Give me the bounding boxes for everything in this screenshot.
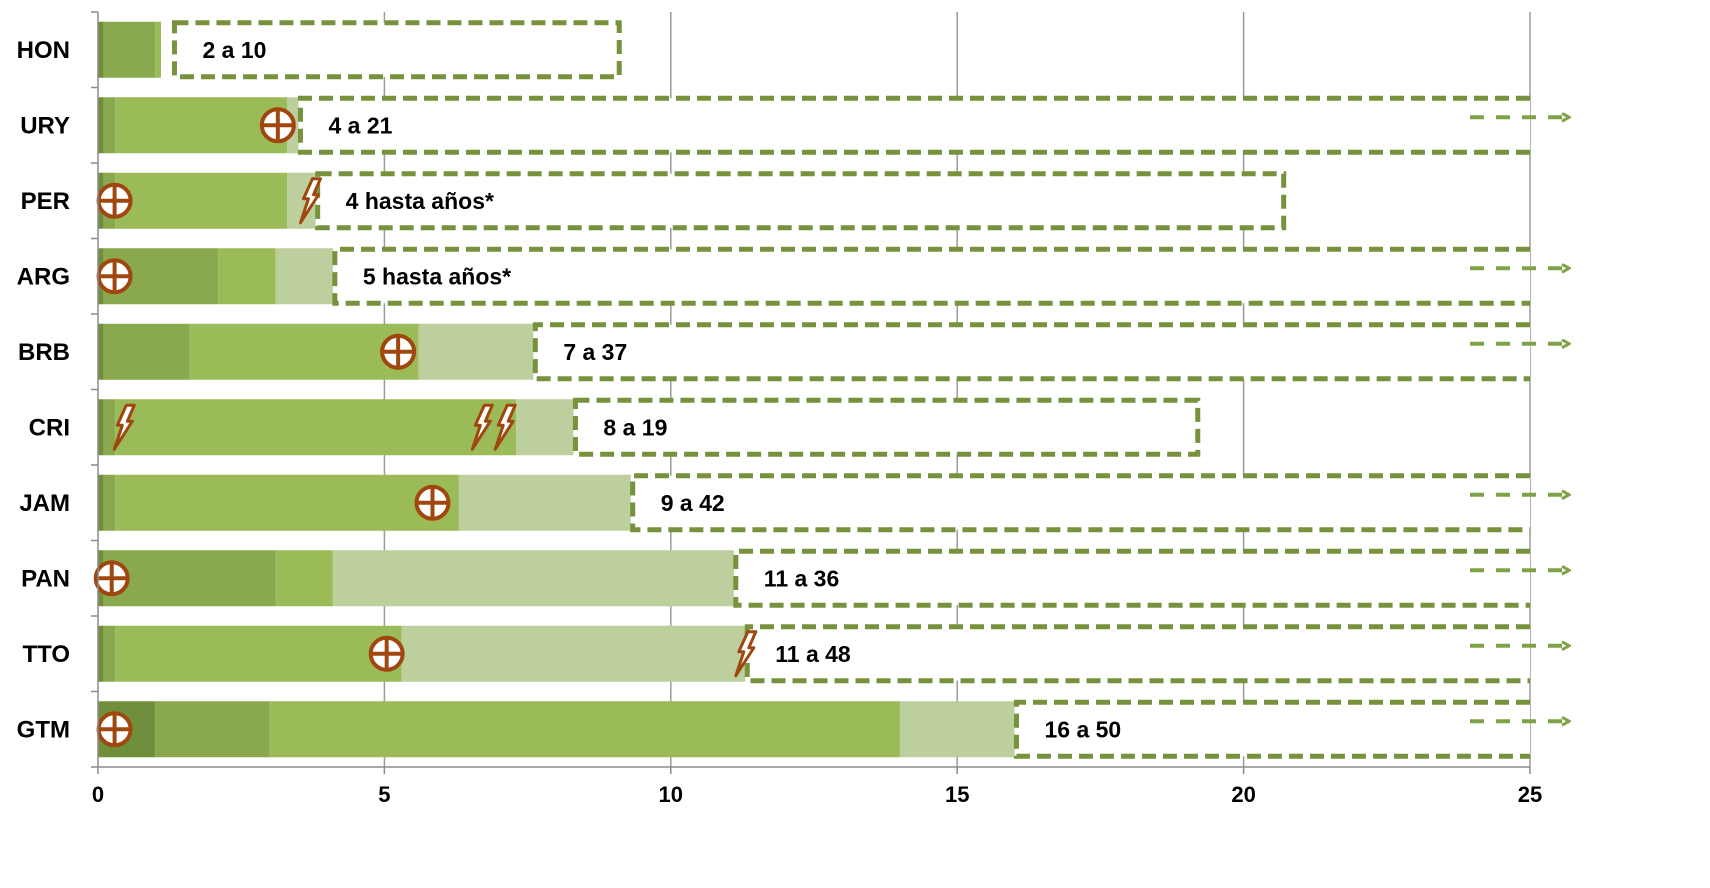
- category-label-cri: CRI: [29, 414, 70, 441]
- lightning-bolt: [298, 177, 322, 225]
- axes: [91, 11, 1531, 774]
- lightning-bolt: [112, 403, 136, 451]
- x-tick-label-25: 25: [1518, 782, 1542, 807]
- bar-segment-arg-2: [218, 248, 276, 305]
- markers: [93, 107, 758, 748]
- bar-segment-brb-3: [418, 323, 534, 380]
- bar-segment-ury-2: [115, 97, 288, 154]
- bar-segment-hon-1: [103, 21, 156, 78]
- lightning-icon: [470, 403, 494, 451]
- bar-segment-pan-2: [275, 550, 333, 607]
- range-label-hon: 2 a 10: [202, 37, 266, 63]
- range-label-pan: 11 a 36: [764, 565, 839, 591]
- bar-segment-hon-2: [155, 21, 162, 78]
- bar-segment-tto-3: [401, 625, 746, 682]
- range-box-gtm: [1013, 699, 1530, 759]
- range-label-gtm: 16 a 50: [1044, 716, 1121, 742]
- lightning-icon: [734, 630, 758, 678]
- range-box-per: [315, 171, 1287, 231]
- lightning-bolt: [734, 630, 758, 678]
- bar-segment-brb-0: [98, 323, 104, 380]
- bar-segment-brb-1: [103, 323, 190, 380]
- lightning-bolt: [493, 403, 517, 451]
- bar-segment-tto-2: [115, 625, 402, 682]
- range-box-pan: [733, 548, 1530, 608]
- category-label-pan: PAN: [21, 565, 70, 592]
- bar-segment-jam-1: [103, 474, 116, 531]
- cross-circle-icon: [96, 182, 133, 219]
- bar-segment-ury-0: [98, 97, 104, 154]
- cross-circle-icon: [96, 258, 133, 295]
- range-box-ury: [297, 95, 1530, 155]
- bar-segment-jam-0: [98, 474, 104, 531]
- category-label-arg: ARG: [17, 263, 70, 290]
- bar-segment-cri-1: [103, 399, 116, 456]
- bar-segment-cri-0: [98, 399, 104, 456]
- range-label-jam: 9 a 42: [661, 490, 725, 516]
- bar-segment-arg-3: [275, 248, 333, 305]
- category-label-hon: HON: [17, 37, 70, 64]
- lightning-icon: [298, 177, 322, 225]
- bar-segment-tto-0: [98, 625, 104, 682]
- range-boxes: [171, 20, 1566, 759]
- lightning-icon: [112, 403, 136, 451]
- cross-circle-icon: [414, 484, 451, 521]
- category-label-gtm: GTM: [17, 716, 70, 743]
- bar-segment-cri-3: [516, 399, 574, 456]
- bar-segment-cri-2: [115, 399, 517, 456]
- range-label-brb: 7 a 37: [563, 339, 627, 365]
- range-box-brb: [532, 322, 1530, 382]
- bar-segment-hon-0: [98, 21, 104, 78]
- bar-segment-gtm-1: [155, 701, 270, 758]
- bar-segment-jam-3: [458, 474, 631, 531]
- labels: 0 5 10 15 20 25 HON 2 a 10 URY 4 a 21 PER 4 hasta a…: [17, 37, 1543, 807]
- x-tick-label-15: 15: [945, 782, 969, 807]
- bar-segment-ury-1: [103, 97, 116, 154]
- x-tick-label-5: 5: [378, 782, 390, 807]
- bar-segment-gtm-3: [899, 701, 1015, 758]
- x-tick-label-10: 10: [659, 782, 683, 807]
- range-box-cri: [572, 397, 1201, 457]
- range-box-jam: [630, 473, 1530, 533]
- category-label-jam: JAM: [19, 490, 70, 517]
- x-tick-label-0: 0: [92, 782, 104, 807]
- category-label-per: PER: [21, 188, 70, 215]
- range-label-tto: 11 a 48: [775, 641, 851, 667]
- bar-segment-per-2: [115, 172, 288, 229]
- category-label-tto: TTO: [22, 641, 70, 668]
- cross-circle-icon: [368, 635, 405, 672]
- range-label-per: 4 hasta años*: [346, 188, 494, 214]
- cross-circle-icon: [93, 560, 130, 597]
- range-label-ury: 4 a 21: [328, 112, 392, 138]
- bar-segment-gtm-2: [269, 701, 900, 758]
- x-tick-label-20: 20: [1231, 782, 1255, 807]
- bar-segment-jam-2: [115, 474, 459, 531]
- range-label-cri: 8 a 19: [603, 414, 667, 440]
- cross-circle-icon: [380, 333, 417, 370]
- bar-segment-pan-3: [332, 550, 734, 607]
- range-box-hon: [171, 20, 622, 80]
- range-label-arg: 5 hasta años*: [363, 263, 511, 289]
- bar-segment-tto-1: [103, 625, 116, 682]
- bar-segment-pan-1: [103, 550, 276, 607]
- category-label-brb: BRB: [18, 339, 70, 366]
- category-label-ury: URY: [20, 112, 70, 139]
- cross-circle-icon: [259, 107, 296, 144]
- lightning-bolt: [470, 403, 494, 451]
- lightning-icon: [493, 403, 517, 451]
- range-box-tto: [744, 624, 1530, 684]
- range-box-arg: [332, 246, 1530, 306]
- cross-circle-icon: [96, 711, 133, 748]
